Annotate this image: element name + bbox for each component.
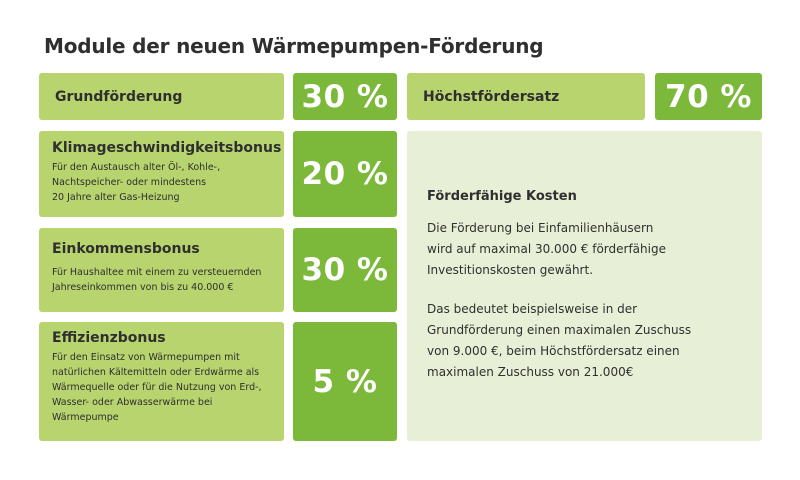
info-paragraph: Das bedeutet beispielsweise in der Grund…	[427, 299, 744, 383]
bonus-desc-line: Für den Einsatz von Wärmepumpen mit	[52, 352, 240, 363]
bonus-title: Klimageschwindigkeitsbonus	[52, 140, 282, 156]
klimageschwindigkeitsbonus-box: Klimageschwindigkeitsbonus Für den Austa…	[39, 131, 284, 217]
einkommensbonus-box: Einkommensbonus Für Haushaltee mit einem…	[39, 228, 284, 312]
bonus-desc-line: natürlichen Kältemitteln oder Erdwärme a…	[52, 367, 260, 378]
einkommensbonus-percent: 30 %	[293, 228, 397, 312]
bonus-description: Für den Einsatz von Wärmepumpen mit natü…	[52, 350, 276, 425]
bonus-title: Einkommensbonus	[52, 241, 200, 257]
bonus-desc-line: Wärmepumpe	[52, 412, 119, 423]
info-line: Die Förderung bei Einfamilienhäusern	[427, 221, 654, 235]
bonus-desc-line: Wärmequelle oder für die Nutzung von Erd…	[52, 382, 262, 393]
bonus-desc-line: Für den Austausch alter Öl-, Kohle-,	[52, 162, 221, 173]
bonus-desc-line: Jahreseinkommen von bis zu 40.000 €	[52, 282, 234, 293]
grundfoerderung-label-box: Grundförderung	[39, 73, 284, 120]
bonus-desc-line: Nachtspeicher- oder mindestens	[52, 177, 207, 188]
bonus-desc-line: Wasser- oder Abwasserwärme bei	[52, 397, 213, 408]
foerderfaehige-kosten-panel: Förderfähige Kosten Die Förderung bei Ei…	[407, 131, 762, 441]
info-line: wird auf maximal 30.000 € förderfähige	[427, 242, 666, 256]
grundfoerderung-percent: 30 %	[293, 73, 397, 120]
bonus-desc-line: 20 Jahre alter Gas-Heizung	[52, 192, 180, 203]
effizienzbonus-percent: 5 %	[293, 322, 397, 441]
info-line: von 9.000 €, beim Höchstfördersatz einen	[427, 344, 680, 358]
info-line: Grundförderung einen maximalen Zuschuss	[427, 323, 692, 337]
klimageschwindigkeitsbonus-percent: 20 %	[293, 131, 397, 217]
hoechstfoerdersatz-label: Höchstfördersatz	[423, 88, 560, 105]
info-line: Das bedeutet beispielsweise in der	[427, 302, 638, 316]
bonus-description: Für den Austausch alter Öl-, Kohle-, Nac…	[52, 160, 276, 205]
hoechstfoerdersatz-percent: 70 %	[655, 73, 762, 120]
bonus-description: Für Haushaltee mit einem zu versteuernde…	[52, 265, 276, 295]
bonus-desc-line: Für Haushaltee mit einem zu versteuernde…	[52, 267, 262, 278]
info-line: Investitionskosten gewährt.	[427, 263, 594, 277]
bonus-title: Effizienzbonus	[52, 330, 166, 346]
info-heading: Förderfähige Kosten	[427, 189, 577, 204]
hoechstfoerdersatz-label-box: Höchstfördersatz	[407, 73, 645, 120]
grundfoerderung-label: Grundförderung	[55, 88, 183, 105]
info-line: maximalen Zuschuss von 21.000€	[427, 365, 634, 379]
info-paragraph: Die Förderung bei Einfamilienhäusern wir…	[427, 218, 744, 281]
page-title: Module der neuen Wärmepumpen-Förderung	[44, 34, 544, 58]
effizienzbonus-box: Effizienzbonus Für den Einsatz von Wärme…	[39, 322, 284, 441]
